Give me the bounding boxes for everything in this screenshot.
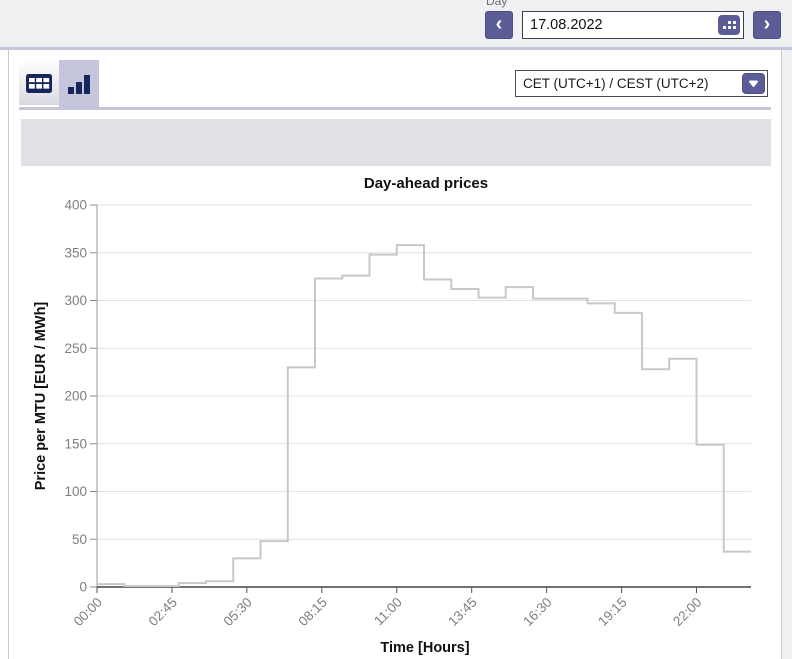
- day-controls: ‹ ›: [485, 11, 781, 39]
- chevron-down-icon: [749, 80, 758, 87]
- y-tick-label: 250: [64, 341, 87, 356]
- y-tick-label: 50: [72, 532, 87, 547]
- y-tick-label: 300: [64, 293, 87, 308]
- day-ahead-price-chart: 0 50 100 150 200 250 300 350 400 00:00 02:45 05:30 0…: [33, 175, 751, 656]
- timezone-value: CET (UTC+1) / CEST (UTC+2): [523, 76, 709, 91]
- x-axis-label: Time [Hours]: [380, 640, 469, 656]
- y-tick-label: 0: [79, 580, 87, 595]
- y-tick-label: 350: [64, 245, 87, 260]
- y-axis-label: Price per MTU [EUR / MWh]: [33, 302, 49, 491]
- x-tick-label: 22:00: [670, 595, 705, 630]
- table-view-button[interactable]: [19, 62, 59, 105]
- content-panel: CET (UTC+1) / CEST (UTC+2) 0 50 100 150 200 2…: [8, 50, 782, 659]
- y-tick-label: 100: [64, 484, 87, 499]
- chart-view-button[interactable]: [59, 60, 99, 107]
- timezone-select[interactable]: CET (UTC+1) / CEST (UTC+2): [515, 70, 768, 97]
- x-tick-label: 19:15: [595, 595, 630, 630]
- chart-plot-layer: 0 50 100 150 200 250 300 350 400 00:00 02:45 05:30 0…: [64, 198, 751, 630]
- y-tick-label: 150: [64, 436, 87, 451]
- x-tick-label: 11:00: [371, 595, 405, 629]
- date-field[interactable]: [522, 11, 744, 39]
- calendar-icon[interactable]: [718, 15, 740, 35]
- chart-title: Day-ahead prices: [364, 175, 488, 192]
- day-label: Day: [486, 0, 508, 8]
- x-tick-label: 00:00: [71, 595, 106, 630]
- y-tick-label: 400: [64, 198, 87, 213]
- calendar-grid-glyph: [722, 20, 736, 29]
- date-input[interactable]: [523, 17, 718, 33]
- chevron-left-icon: ‹: [495, 12, 503, 35]
- x-tick-label: 05:30: [220, 595, 255, 630]
- x-tick-label: 02:45: [146, 595, 181, 630]
- chevron-right-icon: ›: [763, 12, 771, 35]
- y-tick-label: 200: [64, 389, 87, 404]
- price-step-line: [97, 244, 751, 588]
- timezone-dropdown-button[interactable]: [742, 73, 765, 94]
- topbar-divider: [0, 47, 792, 50]
- next-day-button[interactable]: ›: [753, 11, 781, 39]
- date-navigator: Day ‹ ›: [485, 0, 781, 39]
- toolbar-divider: [19, 107, 771, 110]
- section-header-bar: [21, 119, 771, 166]
- bar-chart-icon: [68, 74, 90, 94]
- previous-day-button[interactable]: ‹: [485, 11, 513, 39]
- topbar: Day ‹ ›: [0, 0, 792, 47]
- table-icon: [26, 74, 52, 93]
- x-tick-label: 16:30: [520, 595, 555, 630]
- x-tick-label: 13:45: [445, 595, 480, 630]
- page-gutter: [782, 50, 792, 659]
- x-tick-label: 08:15: [295, 595, 330, 630]
